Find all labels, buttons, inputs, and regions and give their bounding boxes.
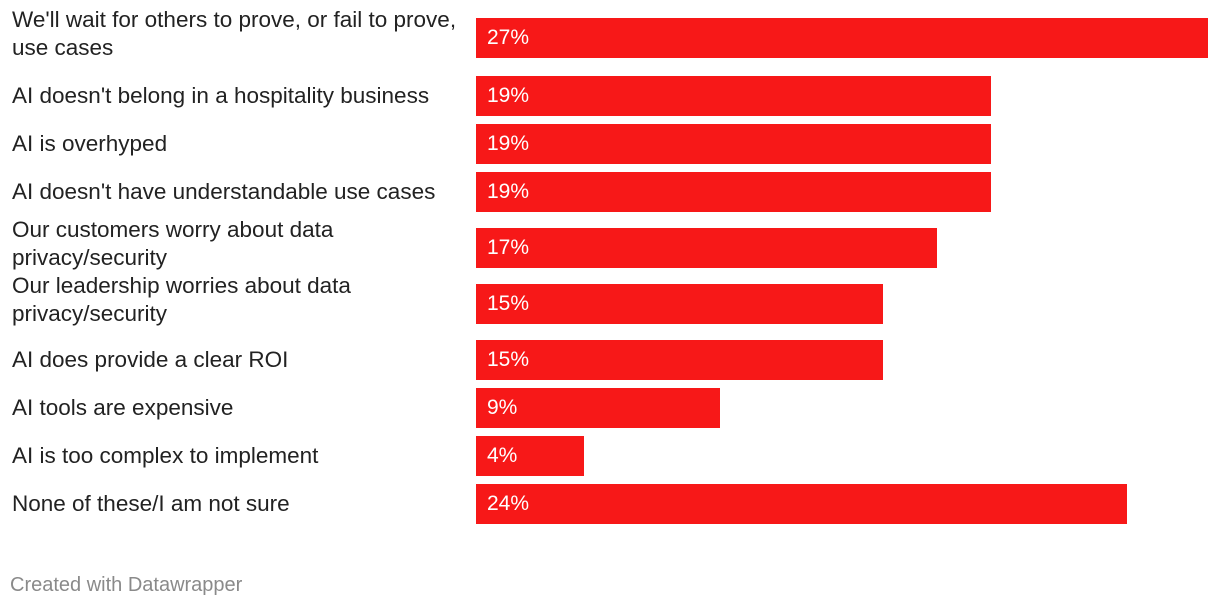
bar: [476, 340, 883, 380]
category-label: AI doesn't have understandable use cases: [12, 179, 436, 204]
bar: [476, 284, 883, 324]
footer-credit: Created with Datawrapper: [10, 574, 243, 596]
bar: [476, 18, 1208, 58]
category-label: AI does provide a clear ROI: [12, 347, 289, 372]
bar-chart: We'll wait for others to prove, or fail …: [12, 7, 1208, 524]
category-label: AI tools are expensive: [12, 395, 234, 420]
data-label: 19%: [487, 180, 530, 203]
bar: [476, 228, 937, 268]
bar: [476, 76, 991, 116]
category-label: AI is overhyped: [12, 131, 168, 156]
data-label: 19%: [487, 84, 530, 107]
data-label: 24%: [487, 492, 530, 515]
bar: [476, 484, 1127, 524]
data-label: 17%: [487, 236, 530, 259]
bar: [476, 436, 584, 476]
data-label: 9%: [487, 396, 518, 419]
data-label: 15%: [487, 348, 530, 371]
category-label: AI is too complex to implement: [12, 443, 319, 468]
category-label: None of these/I am not sure: [12, 491, 290, 516]
category-label: Our leadership worries about data privac…: [12, 273, 351, 326]
bar: [476, 172, 991, 212]
bar: [476, 388, 720, 428]
data-label: 19%: [487, 132, 530, 155]
category-label: We'll wait for others to prove, or fail …: [12, 7, 457, 60]
data-label: 15%: [487, 292, 530, 315]
data-label: 4%: [487, 444, 518, 467]
data-label: 27%: [487, 26, 530, 49]
category-label: Our customers worry about data privacy/s…: [12, 217, 334, 270]
bar: [476, 124, 991, 164]
category-label: AI doesn't belong in a hospitality busin…: [12, 83, 430, 108]
